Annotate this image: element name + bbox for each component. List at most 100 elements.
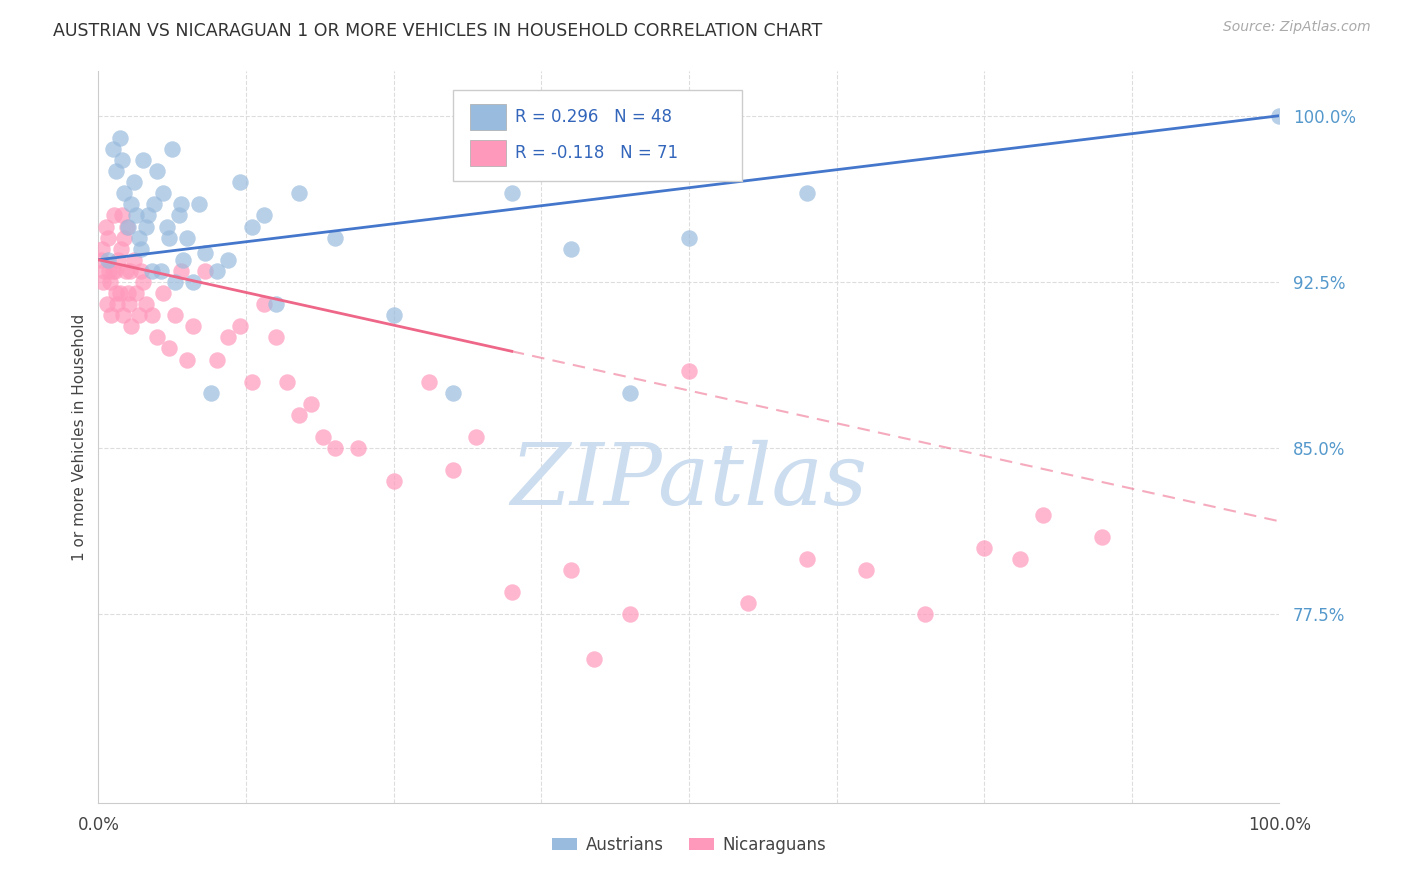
FancyBboxPatch shape (471, 140, 506, 167)
Point (135, 219, 157, 234)
Point (112, 186, 135, 201)
Text: R = 0.296   N = 48: R = 0.296 N = 48 (516, 108, 672, 126)
Point (103, 209, 125, 223)
Point (176, 230, 198, 244)
Point (240, 375, 263, 389)
Point (146, 330, 169, 344)
Point (170, 264, 193, 278)
Point (501, 585, 523, 599)
Point (128, 308, 150, 322)
Point (107, 252, 129, 267)
Point (181, 275, 204, 289)
Point (560, 563, 582, 577)
Text: AUSTRIAN VS NICARAGUAN 1 OR MORE VEHICLES IN HOUSEHOLD CORRELATION CHART: AUSTRIAN VS NICARAGUAN 1 OR MORE VEHICLE… (53, 22, 823, 40)
Point (737, 596, 759, 610)
Point (205, 352, 228, 367)
Point (1091, 530, 1114, 544)
Point (108, 285, 131, 300)
Point (129, 242, 152, 256)
Point (229, 319, 252, 334)
Point (165, 308, 187, 322)
Point (382, 308, 405, 322)
Point (132, 275, 155, 289)
Point (583, 651, 606, 665)
Point (105, 285, 128, 300)
Point (105, 164, 128, 178)
Y-axis label: 1 or more Vehicles in Household: 1 or more Vehicles in Household (72, 313, 87, 561)
Point (105, 297, 128, 311)
Point (128, 230, 150, 244)
Point (129, 264, 152, 278)
Point (914, 607, 936, 622)
Point (323, 230, 346, 244)
Point (678, 363, 700, 377)
Point (98, 264, 121, 278)
Point (441, 463, 464, 477)
FancyBboxPatch shape (453, 90, 742, 181)
Point (465, 430, 488, 444)
Point (125, 285, 148, 300)
Point (111, 153, 134, 167)
Point (796, 186, 818, 201)
Point (187, 197, 209, 211)
Point (194, 246, 217, 260)
Point (253, 297, 276, 311)
Point (118, 297, 141, 311)
Point (136, 209, 159, 223)
Point (125, 209, 148, 223)
Point (142, 197, 165, 211)
Point (120, 264, 142, 278)
Point (1268, 109, 1291, 123)
Point (217, 330, 239, 344)
Point (157, 342, 180, 356)
Point (170, 197, 193, 211)
Point (122, 252, 145, 267)
Point (150, 264, 173, 278)
Point (121, 197, 143, 211)
Point (97, 230, 120, 244)
Point (312, 430, 335, 444)
Point (122, 175, 145, 189)
Point (93, 264, 115, 278)
Point (90, 252, 112, 267)
Point (117, 285, 139, 300)
Point (441, 385, 464, 400)
Point (114, 264, 136, 278)
Point (323, 441, 346, 455)
Point (181, 319, 204, 334)
Point (167, 209, 190, 223)
Point (973, 541, 995, 555)
Point (157, 230, 180, 244)
Point (619, 385, 641, 400)
Point (152, 186, 174, 201)
Point (135, 297, 157, 311)
Point (100, 308, 122, 322)
Point (1008, 552, 1031, 566)
Point (91, 242, 114, 256)
Point (146, 164, 169, 178)
Point (619, 607, 641, 622)
Point (165, 275, 187, 289)
Point (382, 475, 405, 489)
Point (194, 264, 217, 278)
Point (132, 153, 155, 167)
Point (91, 275, 114, 289)
Point (678, 230, 700, 244)
Point (111, 209, 134, 223)
Point (240, 219, 263, 234)
Point (160, 142, 183, 156)
Point (172, 252, 194, 267)
Text: ZIPatlas: ZIPatlas (510, 440, 868, 523)
Point (121, 319, 143, 334)
Point (141, 264, 163, 278)
Point (176, 352, 198, 367)
Point (217, 252, 239, 267)
Point (253, 209, 276, 223)
Point (796, 552, 818, 566)
Point (200, 385, 222, 400)
Point (115, 219, 138, 234)
Point (1032, 508, 1054, 522)
Point (264, 330, 287, 344)
Point (288, 186, 311, 201)
Point (96, 297, 118, 311)
